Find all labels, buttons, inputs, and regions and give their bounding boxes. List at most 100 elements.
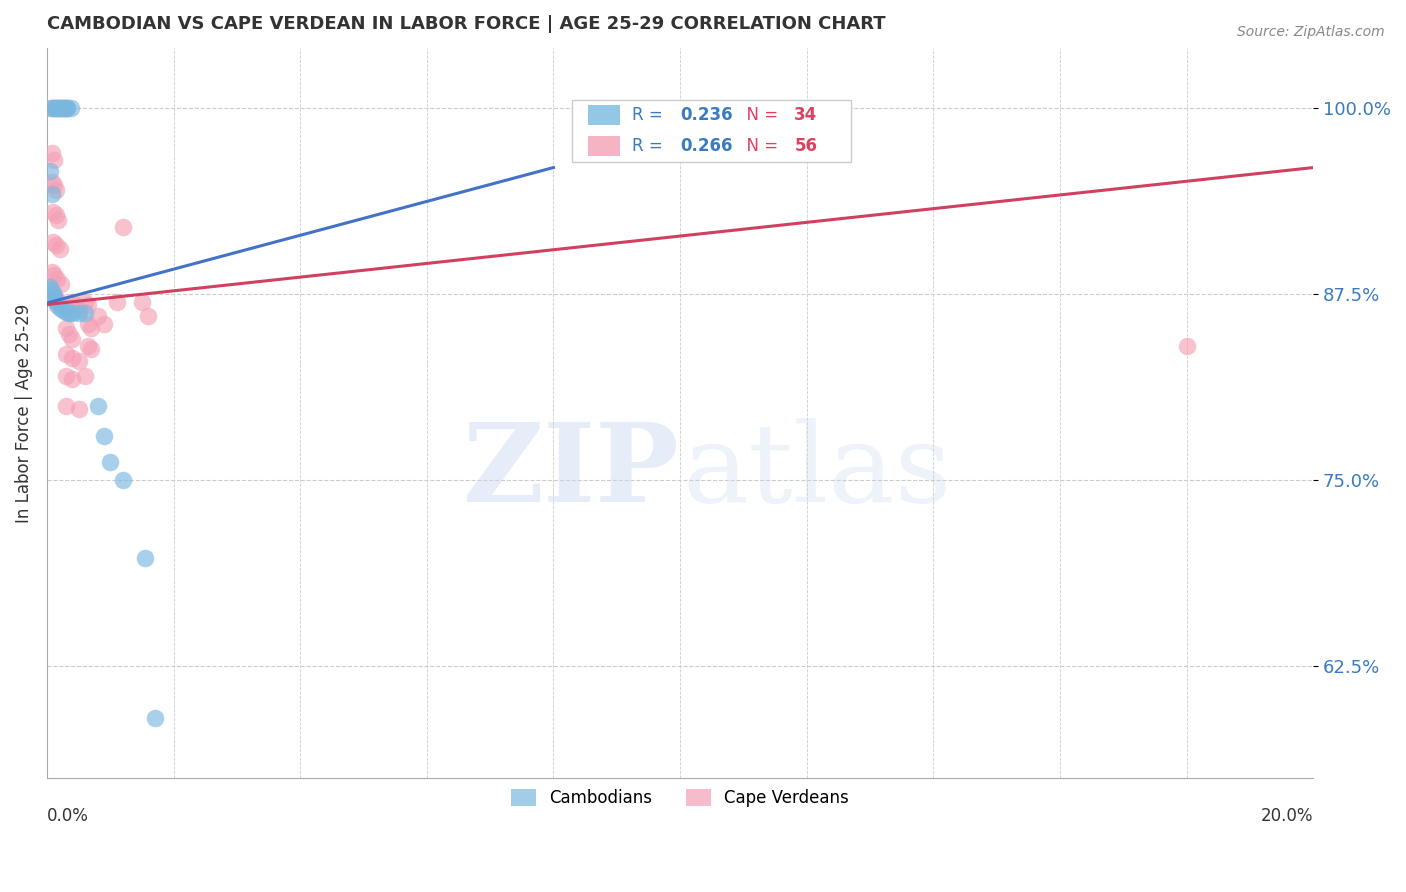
Point	[39, 279, 62, 293]
Point	[46, 272, 69, 286]
Point	[131, 294, 153, 309]
Text: R =: R =	[633, 106, 668, 124]
Point	[42, 235, 65, 249]
Point	[42, 205, 65, 219]
Point	[55, 305, 77, 319]
Point	[41, 187, 63, 202]
Point	[41, 285, 63, 300]
Point	[53, 101, 76, 115]
Point	[48, 101, 70, 115]
Point	[56, 101, 79, 115]
Point	[65, 297, 87, 311]
Point	[93, 317, 115, 331]
Point	[55, 369, 77, 384]
Point	[44, 178, 66, 193]
Point	[41, 101, 63, 115]
Point	[60, 294, 83, 309]
Text: CAMBODIAN VS CAPE VERDEAN IN LABOR FORCE | AGE 25-29 CORRELATION CHART: CAMBODIAN VS CAPE VERDEAN IN LABOR FORCE…	[46, 15, 886, 33]
Text: 0.236: 0.236	[681, 106, 733, 124]
Point	[46, 101, 69, 115]
Point	[46, 101, 69, 115]
Point	[55, 399, 77, 413]
Point	[67, 401, 90, 416]
Point	[77, 317, 100, 331]
Point	[55, 101, 77, 115]
Text: 20.0%: 20.0%	[1261, 807, 1313, 825]
Text: 0.266: 0.266	[681, 137, 733, 155]
Point	[73, 306, 96, 320]
Point	[111, 473, 134, 487]
Point	[44, 268, 66, 282]
Text: N =: N =	[737, 137, 783, 155]
Point	[86, 310, 108, 324]
Point	[60, 332, 83, 346]
Text: 56: 56	[794, 137, 817, 155]
Point	[55, 346, 77, 360]
Point	[56, 101, 79, 115]
Point	[39, 101, 62, 115]
Point	[80, 342, 103, 356]
Point	[143, 711, 166, 725]
Point	[45, 101, 67, 115]
Point	[48, 243, 70, 257]
Point	[46, 212, 69, 227]
Point	[136, 310, 159, 324]
Point	[60, 351, 83, 365]
Point	[44, 153, 66, 167]
Point	[45, 294, 67, 309]
FancyBboxPatch shape	[572, 100, 851, 161]
Point	[86, 399, 108, 413]
Point	[67, 306, 90, 320]
Point	[93, 428, 115, 442]
Text: Source: ZipAtlas.com: Source: ZipAtlas.com	[1237, 25, 1385, 39]
Point	[77, 297, 100, 311]
Point	[52, 303, 75, 318]
Point	[73, 369, 96, 384]
Point	[39, 283, 62, 297]
Point	[44, 292, 66, 306]
Text: 34: 34	[794, 106, 817, 124]
Point	[60, 372, 83, 386]
Point	[1175, 339, 1198, 353]
Point	[67, 301, 90, 316]
Point	[98, 455, 121, 469]
Point	[45, 238, 67, 252]
Point	[58, 306, 80, 320]
Point	[48, 294, 70, 309]
Point	[45, 292, 67, 306]
Point	[49, 101, 72, 115]
Point	[73, 294, 96, 309]
Text: R =: R =	[633, 137, 668, 155]
Point	[41, 283, 63, 297]
Point	[134, 550, 156, 565]
Text: ZIP: ZIP	[464, 418, 681, 525]
Y-axis label: In Labor Force | Age 25-29: In Labor Force | Age 25-29	[15, 303, 32, 523]
Point	[60, 306, 83, 320]
Point	[52, 101, 75, 115]
Legend: Cambodians, Cape Verdeans: Cambodians, Cape Verdeans	[505, 782, 856, 814]
Point	[55, 101, 77, 115]
Point	[39, 163, 62, 178]
Point	[41, 265, 63, 279]
Point	[45, 183, 67, 197]
Point	[46, 297, 69, 311]
Point	[55, 321, 77, 335]
Point	[48, 101, 70, 115]
FancyBboxPatch shape	[588, 104, 620, 125]
Point	[58, 306, 80, 320]
Point	[77, 339, 100, 353]
Point	[67, 354, 90, 368]
Point	[55, 301, 77, 316]
Point	[58, 327, 80, 342]
Point	[41, 145, 63, 160]
Point	[111, 220, 134, 235]
Point	[42, 101, 65, 115]
Text: N =: N =	[737, 106, 783, 124]
Text: 0.0%: 0.0%	[46, 807, 89, 825]
Point	[45, 101, 67, 115]
FancyBboxPatch shape	[588, 136, 620, 156]
Point	[45, 208, 67, 222]
Point	[105, 294, 128, 309]
Point	[48, 301, 70, 315]
Point	[49, 277, 72, 291]
